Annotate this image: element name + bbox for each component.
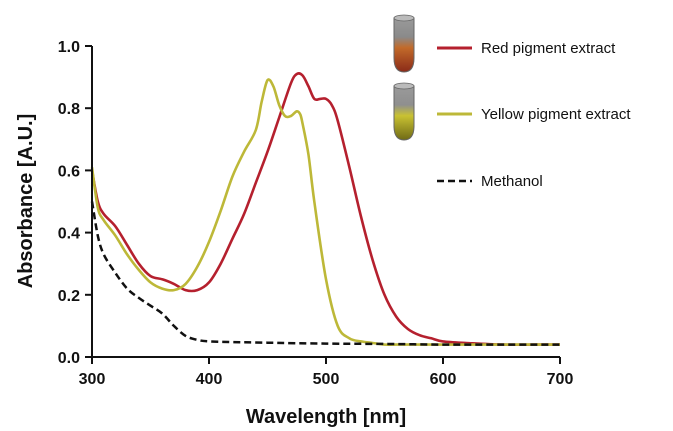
plot-area: 300 400 500 600 700 0.0 0.2 0.4 0.6 0.8 1.0 bbox=[58, 39, 574, 388]
x-tick-label: 500 bbox=[313, 371, 340, 388]
y-tick-label: 0.4 bbox=[58, 226, 80, 243]
yellow-vial-icon bbox=[393, 82, 415, 141]
x-tick-label: 400 bbox=[196, 371, 223, 388]
y-tick-label: 0.8 bbox=[58, 101, 80, 118]
legend: Red pigment extract Yellow pigment extra… bbox=[393, 14, 631, 190]
y-tick-label: 0.2 bbox=[58, 288, 80, 305]
x-tick-label: 600 bbox=[430, 371, 457, 388]
y-tick-label: 1.0 bbox=[58, 39, 80, 56]
legend-label-methanol: Methanol bbox=[481, 173, 543, 190]
legend-label-yellow: Yellow pigment extract bbox=[481, 106, 631, 123]
red-vial-icon bbox=[393, 14, 415, 73]
x-tick-label: 300 bbox=[79, 371, 106, 388]
methanol-series-line bbox=[90, 201, 560, 346]
ticks-layer: 300 400 500 600 700 0.0 0.2 0.4 0.6 0.8 1.0 bbox=[58, 39, 574, 388]
y-tick-label: 0.0 bbox=[58, 350, 80, 367]
series-layer bbox=[90, 72, 560, 346]
x-tick-label: 700 bbox=[547, 371, 574, 388]
legend-label-red: Red pigment extract bbox=[481, 40, 616, 57]
y-tick-label: 0.6 bbox=[58, 163, 80, 180]
red-pigment-series-line bbox=[90, 72, 560, 346]
y-axis-title: Absorbance [A.U.] bbox=[15, 114, 37, 288]
x-axis-title: Wavelength [nm] bbox=[246, 406, 406, 428]
